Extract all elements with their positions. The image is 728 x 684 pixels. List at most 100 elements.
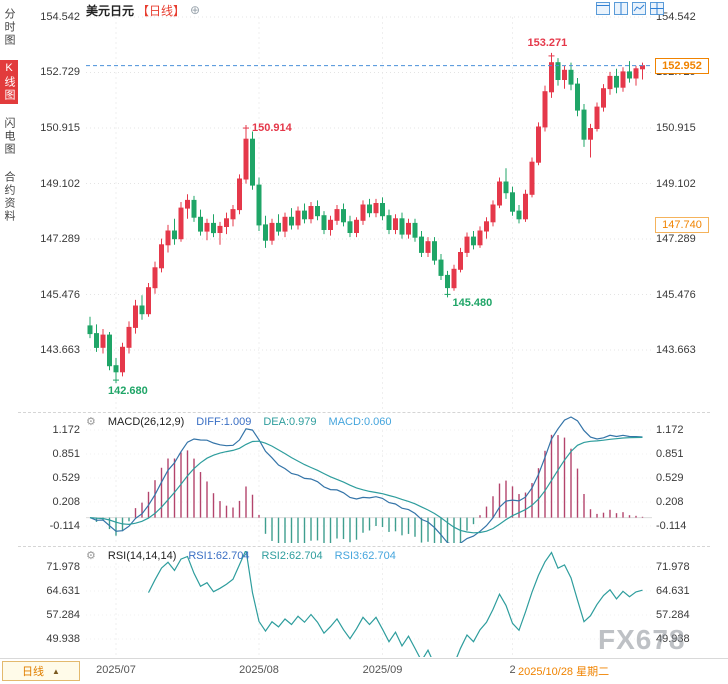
panel-divider — [18, 412, 710, 413]
candle — [432, 241, 437, 261]
macd-axis-label-right: 0.208 — [656, 496, 684, 508]
candle — [367, 204, 372, 214]
candle — [341, 209, 346, 223]
watermark: FX678 — [598, 624, 686, 655]
layout-single-window-icon[interactable] — [596, 2, 610, 15]
candle — [451, 268, 457, 289]
rsi-axis-label-right: 57.284 — [656, 609, 690, 621]
price-annotation: 150.914 — [252, 122, 292, 135]
candle — [542, 91, 548, 128]
rsi-panel-header: ⚙ RSI(14,14,14) RSI1:62.704 RSI2:62.704 … — [86, 549, 396, 563]
rsi3-value: RSI3:62.704 — [334, 549, 396, 562]
macd-settings-icon[interactable]: ⚙ — [86, 416, 96, 428]
candle — [399, 218, 405, 235]
candle — [490, 204, 496, 223]
candle — [321, 215, 327, 230]
candle — [497, 181, 502, 206]
time-axis-label: 2 — [509, 664, 516, 676]
price-axis-label-left: 149.102 — [40, 177, 80, 190]
macd-axis-label-left: 0.208 — [52, 496, 80, 508]
macd-axis-label-right: 1.172 — [656, 424, 684, 436]
candle — [94, 333, 99, 348]
sidebar-item-kline-chart[interactable]: K线图 — [0, 60, 18, 104]
candle — [484, 221, 489, 232]
candle — [640, 65, 645, 70]
rsi-axis-label-left: 71.978 — [46, 561, 80, 573]
candle — [334, 209, 340, 221]
price-axis-label-left: 147.289 — [40, 233, 80, 245]
candle — [510, 192, 515, 212]
candle — [256, 184, 262, 226]
macd-dea-line — [89, 436, 643, 534]
candle — [113, 365, 119, 373]
current-price-badge: 152.952 — [655, 57, 709, 74]
candle — [529, 161, 535, 195]
candle — [185, 199, 190, 209]
rsi-axis-label-right: 71.978 — [656, 561, 690, 573]
macd-axis-label-right: 0.851 — [656, 448, 684, 460]
candle — [601, 88, 606, 108]
selected-date-label[interactable]: 2025/10/28 星期二 — [516, 663, 612, 679]
price-annotation: 142.680 — [108, 385, 148, 398]
candle — [458, 252, 463, 270]
candle — [178, 207, 184, 240]
candle — [165, 230, 171, 246]
sidebar-item-contract-info[interactable]: 合约资料 — [3, 171, 15, 223]
chevron-up-icon: ▲ — [52, 666, 60, 676]
candle — [120, 346, 125, 373]
candle — [380, 203, 385, 217]
candle — [146, 287, 151, 315]
candle — [250, 138, 255, 186]
candle — [419, 236, 424, 253]
candle — [581, 109, 587, 140]
candle — [263, 224, 268, 241]
candle — [516, 210, 522, 220]
macd-diff-value: DIFF:1.009 — [196, 415, 252, 428]
period-tag: 【日线】 — [137, 3, 186, 18]
price-axis-label-right: 147.289 — [656, 233, 696, 245]
sidebar-item-lightning-chart[interactable]: 闪电图 — [3, 117, 15, 156]
candle — [477, 230, 483, 246]
layout-split-window-icon[interactable] — [614, 2, 628, 15]
candle — [217, 225, 223, 233]
candle — [393, 218, 398, 231]
macd-macd-value: MACD:0.060 — [328, 415, 392, 428]
macd-axis-label-left: 0.529 — [52, 472, 80, 484]
candle — [328, 219, 333, 231]
layout-chart-window-icon[interactable] — [632, 2, 646, 15]
candle — [224, 218, 229, 228]
candle — [555, 62, 561, 80]
chart-type-sidebar: 分时图 K线图 闪电图 合约资料 — [0, 6, 18, 225]
candle — [347, 221, 353, 234]
candle — [536, 126, 541, 163]
candle — [315, 206, 320, 217]
candle — [607, 75, 613, 90]
candle — [276, 222, 281, 232]
candle — [126, 326, 132, 348]
candle — [438, 259, 444, 276]
candle — [133, 305, 138, 328]
candle — [152, 267, 158, 289]
rsi-axis-label-right: 64.631 — [656, 585, 690, 597]
price-axis-label-right: 149.102 — [656, 177, 696, 190]
period-selector[interactable]: 日线 ▲ — [2, 661, 80, 681]
candle — [107, 334, 112, 367]
macd-axis-label-left: 0.851 — [52, 448, 80, 460]
rsi1-value: RSI1:62.704 — [188, 549, 250, 562]
sidebar-item-timeshare-chart[interactable]: 分时图 — [3, 8, 15, 47]
candle — [243, 138, 249, 180]
candle — [627, 71, 632, 79]
candle — [282, 216, 288, 232]
rsi2-value: RSI2:62.704 — [261, 549, 323, 562]
candle — [100, 334, 106, 348]
candle — [503, 181, 509, 194]
price-annotation: 145.480 — [452, 297, 493, 310]
chart-header: 美元日元 【日线】 ⊕ — [86, 3, 201, 18]
rsi-settings-icon[interactable]: ⚙ — [86, 550, 96, 562]
rsi-axis-label-left: 57.284 — [46, 609, 80, 621]
add-indicator-icon[interactable]: ⊕ — [190, 3, 201, 17]
candle — [308, 206, 314, 220]
layout-grid-window-icon[interactable] — [650, 2, 664, 15]
